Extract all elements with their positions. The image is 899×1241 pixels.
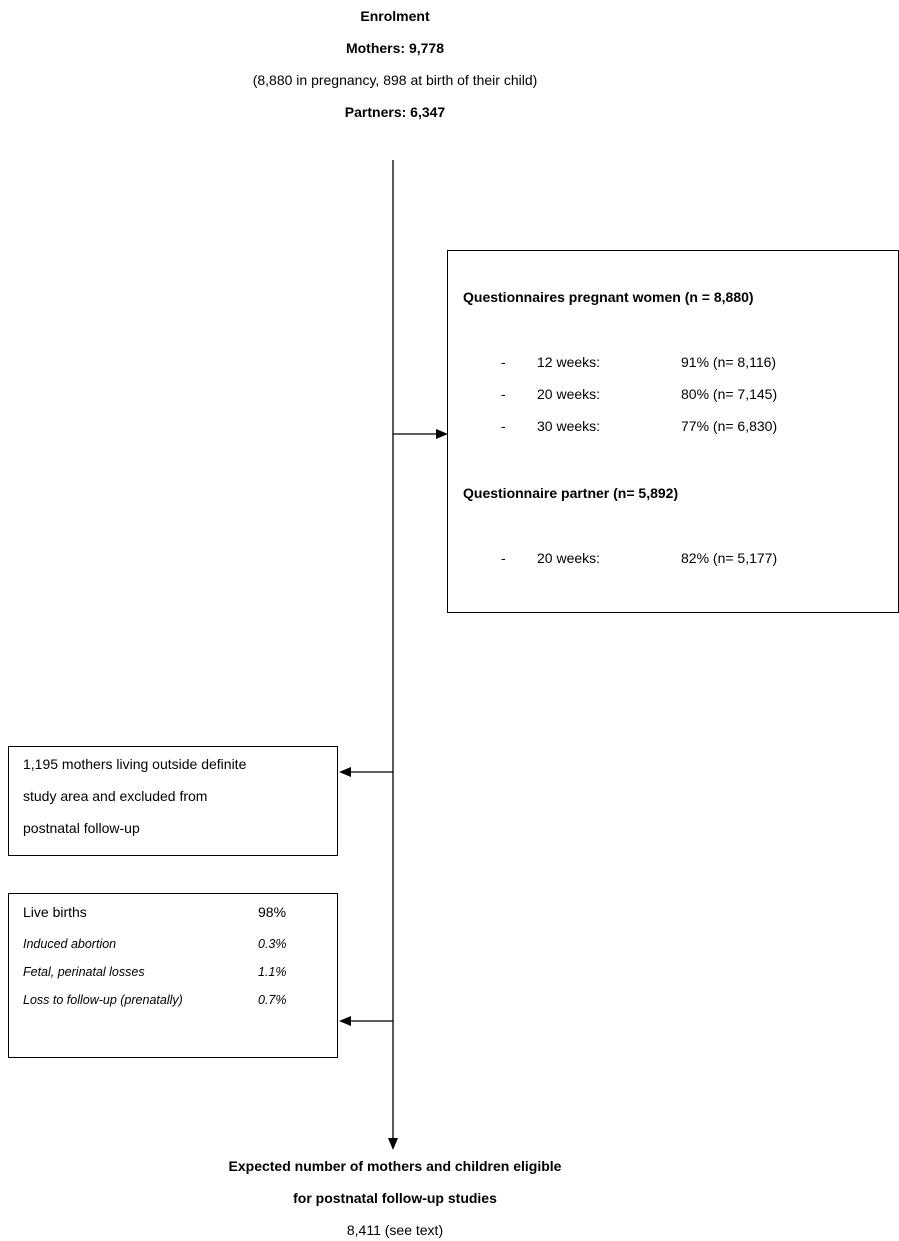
arrow-left-icon (339, 767, 351, 777)
excluded-line: study area and excluded from (23, 788, 208, 804)
item-label: 20 weeks: (537, 386, 601, 402)
arrow-left-icon (339, 1016, 351, 1026)
item-label: 30 weeks: (537, 418, 601, 434)
item-value: 82% (n= 5,177) (681, 550, 778, 566)
pregnant-questionnaire-heading: Questionnaires pregnant women (n = 8,880… (463, 289, 754, 305)
partner-questionnaire-heading: Questionnaire partner (n= 5,892) (463, 485, 679, 501)
bullet: - (501, 550, 506, 566)
excluded-box: 1,195 mothers living outside definite st… (8, 746, 338, 856)
expected-line2: for postnatal follow-up studies (293, 1190, 497, 1206)
enrolment-detail: (8,880 in pregnancy, 898 at birth of the… (252, 72, 538, 88)
excluded-line: 1,195 mothers living outside definite (23, 756, 247, 772)
arrow-down-icon (388, 1138, 398, 1150)
item-label: 12 weeks: (537, 354, 601, 370)
arrow-right-icon (436, 429, 448, 439)
item-value: 80% (n= 7,145) (681, 386, 778, 402)
bullet: - (501, 418, 506, 434)
item-value: 77% (n= 6,830) (681, 418, 778, 434)
enrolment-partners: Partners: 6,347 (344, 104, 446, 120)
item-value: 91% (n= 8,116) (681, 354, 777, 370)
expected-count: 8,411 (see text) (346, 1222, 444, 1238)
excluded-line: postnatal follow-up (23, 820, 140, 836)
expected-line1: Expected number of mothers and children … (228, 1158, 562, 1174)
outcome-label: Live births (23, 904, 87, 920)
outcome-value: 0.3% (258, 937, 287, 951)
bullet: - (501, 386, 506, 402)
outcome-label: Fetal, perinatal losses (23, 965, 145, 979)
outcome-value: 98% (258, 904, 287, 920)
outcome-value: 0.7% (258, 993, 287, 1007)
outcome-label: Loss to follow-up (prenatally) (23, 993, 183, 1007)
outcomes-box: Live births 98% Induced abortion 0.3% Fe… (8, 893, 338, 1058)
outcome-label: Induced abortion (23, 937, 117, 951)
questionnaires-box: Questionnaires pregnant women (n = 8,880… (447, 250, 899, 613)
item-label: 20 weeks: (537, 550, 601, 566)
enrolment-mothers: Mothers: 9,778 (345, 40, 445, 56)
outcome-value: 1.1% (258, 965, 287, 979)
bullet: - (501, 354, 506, 370)
enrolment-title: Enrolment (360, 8, 430, 24)
